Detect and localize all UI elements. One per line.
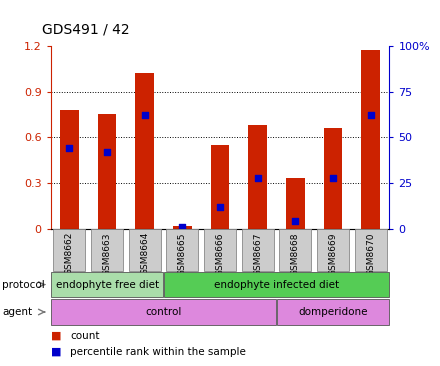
FancyBboxPatch shape xyxy=(51,299,276,325)
Text: GSM8668: GSM8668 xyxy=(291,232,300,276)
Text: ■: ■ xyxy=(51,347,61,357)
Bar xyxy=(98,114,117,229)
Text: percentile rank within the sample: percentile rank within the sample xyxy=(70,347,246,357)
Bar xyxy=(323,128,342,229)
Bar xyxy=(361,51,380,229)
FancyBboxPatch shape xyxy=(164,272,389,297)
Text: GSM8667: GSM8667 xyxy=(253,232,262,276)
FancyBboxPatch shape xyxy=(166,229,198,271)
Point xyxy=(216,204,224,210)
FancyBboxPatch shape xyxy=(51,272,163,297)
Point xyxy=(367,112,374,118)
Text: ■: ■ xyxy=(51,331,61,341)
Text: protocol: protocol xyxy=(2,280,45,290)
Bar xyxy=(248,125,267,229)
Bar xyxy=(286,179,305,229)
Text: GSM8664: GSM8664 xyxy=(140,232,149,276)
Point xyxy=(66,145,73,151)
Text: agent: agent xyxy=(2,307,32,317)
Bar xyxy=(136,73,154,229)
Point xyxy=(330,175,337,180)
FancyBboxPatch shape xyxy=(277,299,389,325)
FancyBboxPatch shape xyxy=(91,229,123,271)
Text: endophyte infected diet: endophyte infected diet xyxy=(214,280,339,290)
Point xyxy=(141,112,148,118)
Text: GSM8662: GSM8662 xyxy=(65,232,74,276)
FancyBboxPatch shape xyxy=(204,229,236,271)
Text: GSM8669: GSM8669 xyxy=(328,232,337,276)
Text: endophyte free diet: endophyte free diet xyxy=(55,280,159,290)
FancyBboxPatch shape xyxy=(355,229,387,271)
Text: GSM8670: GSM8670 xyxy=(366,232,375,276)
Text: GSM8666: GSM8666 xyxy=(216,232,224,276)
FancyBboxPatch shape xyxy=(129,229,161,271)
Text: GSM8663: GSM8663 xyxy=(103,232,112,276)
FancyBboxPatch shape xyxy=(53,229,85,271)
Text: control: control xyxy=(145,307,182,317)
Text: count: count xyxy=(70,331,100,341)
FancyBboxPatch shape xyxy=(279,229,311,271)
Point xyxy=(254,175,261,180)
FancyBboxPatch shape xyxy=(242,229,274,271)
Bar xyxy=(60,110,79,229)
Point xyxy=(292,219,299,224)
Text: GSM8665: GSM8665 xyxy=(178,232,187,276)
Bar xyxy=(173,226,192,229)
Text: GDS491 / 42: GDS491 / 42 xyxy=(42,23,129,37)
Point xyxy=(103,149,110,155)
Text: domperidone: domperidone xyxy=(298,307,368,317)
Bar xyxy=(211,145,229,229)
Point xyxy=(179,224,186,230)
FancyBboxPatch shape xyxy=(317,229,349,271)
